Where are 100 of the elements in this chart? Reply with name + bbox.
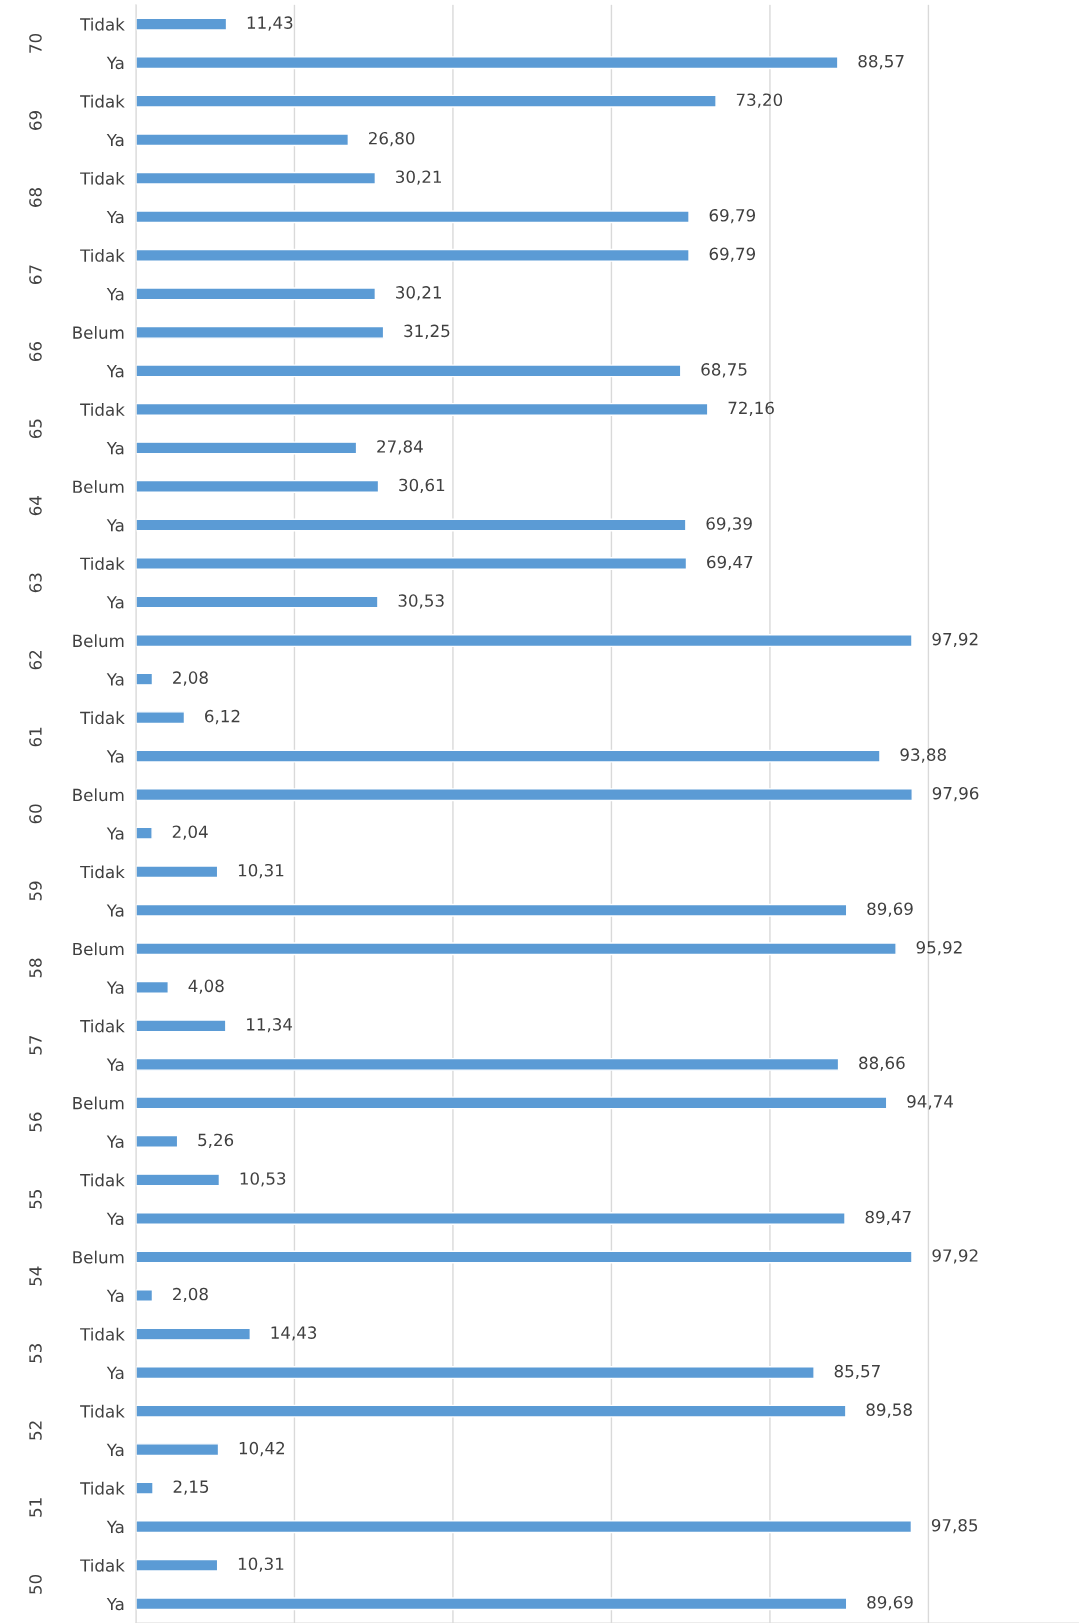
data-label: 72,16	[728, 401, 774, 416]
data-label: 97,92	[932, 632, 978, 648]
bar	[135, 749, 881, 763]
bar	[135, 788, 913, 802]
text: 69	[29, 111, 42, 130]
text: 68	[29, 188, 42, 207]
y-tick-label: Belum	[73, 942, 124, 956]
bar	[135, 364, 682, 378]
y-tick-label: Ya	[106, 1135, 124, 1148]
text: 50	[29, 1574, 42, 1594]
data-label: 69,39	[706, 517, 752, 532]
y-tick-label: Ya	[106, 519, 124, 532]
data-label: 97,96	[932, 786, 979, 802]
bar	[135, 518, 687, 532]
text: 70	[29, 33, 42, 53]
text: 56	[29, 1112, 42, 1132]
bar	[135, 980, 169, 994]
text: 51	[29, 1498, 42, 1517]
bar	[135, 1443, 220, 1457]
data-label: 85,57	[834, 1364, 880, 1380]
data-label: 30,21	[396, 170, 441, 185]
y-tick-label: Ya	[106, 981, 124, 994]
bar	[135, 1289, 154, 1302]
bar	[135, 441, 358, 455]
y-tick-label: Ya	[106, 750, 124, 763]
bar	[135, 942, 897, 956]
y-tick-label: Ya	[106, 1289, 124, 1303]
data-label: 88,66	[859, 1056, 905, 1071]
text: 54	[29, 1266, 42, 1286]
data-label: 2,08	[173, 1287, 208, 1303]
data-label: 2,08	[173, 671, 208, 686]
y-tick-label: Tidak	[80, 1404, 125, 1418]
y-tick-label: Tidak	[80, 1019, 125, 1033]
bar	[135, 1250, 913, 1264]
y-tick-label: Belum	[73, 480, 124, 494]
bar	[135, 865, 219, 879]
y-tick-label: Ya	[106, 1443, 124, 1457]
bar	[135, 903, 848, 917]
data-label: 11,34	[247, 1018, 293, 1033]
y-tick-label: Belum	[73, 1250, 124, 1264]
bar	[135, 672, 154, 686]
y-tick-label: Ya	[106, 596, 124, 609]
y-tick-label: Tidak	[80, 557, 125, 571]
data-label: 89,47	[865, 1210, 911, 1225]
data-label: 89,69	[867, 1595, 913, 1611]
data-label: 2,04	[172, 825, 208, 840]
text: 60	[29, 804, 42, 824]
bar	[135, 248, 690, 262]
y-tick-label: Ya	[106, 56, 124, 70]
y-tick-label: Tidak	[80, 403, 125, 416]
data-label: 69,79	[709, 209, 756, 224]
bar	[135, 210, 690, 224]
y-tick-label: Tidak	[80, 171, 125, 185]
y-tick-label: Ya	[106, 1597, 124, 1611]
y-tick-label: Ya	[106, 210, 124, 224]
bar	[135, 1211, 846, 1225]
y-tick-label: Ya	[106, 288, 124, 301]
bar	[135, 1481, 154, 1495]
bar	[135, 1096, 888, 1110]
bar	[135, 1327, 252, 1341]
text: 52	[29, 1421, 42, 1440]
data-label: 69,47	[707, 555, 753, 571]
bar	[135, 287, 377, 301]
data-label: 4,08	[188, 979, 224, 994]
data-label: 30,21	[396, 286, 441, 301]
data-label: 31,25	[404, 324, 450, 339]
y-tick-label: Ya	[106, 1058, 124, 1071]
y-tick-label: Ya	[106, 673, 124, 686]
bar	[135, 711, 186, 725]
bar	[135, 325, 385, 339]
bar	[135, 1404, 847, 1418]
y-tick-label: Tidak	[80, 94, 125, 108]
data-label: 2,15	[173, 1480, 209, 1495]
y-tick-label: Belum	[73, 326, 124, 339]
data-label: 88,57	[858, 54, 904, 70]
bar	[135, 595, 379, 609]
bar	[135, 1057, 840, 1071]
data-label: 30,61	[399, 478, 445, 493]
bar	[135, 1558, 219, 1572]
text: 57	[29, 1035, 42, 1055]
y-tick-label: Tidak	[80, 1481, 125, 1495]
data-label: 97,92	[932, 1249, 978, 1264]
data-label: 97,85	[931, 1518, 978, 1534]
text: 63	[29, 573, 42, 593]
y-tick-label: Belum	[73, 634, 124, 648]
y-tick-label: Ya	[106, 442, 124, 455]
bar	[135, 557, 688, 570]
data-label: 6,12	[205, 709, 240, 725]
data-label: 5,26	[198, 1133, 234, 1148]
data-label: 69,79	[709, 247, 756, 262]
text: 62	[29, 650, 42, 670]
y-tick-label: Belum	[73, 788, 124, 802]
data-label: 93,88	[900, 748, 946, 763]
text: 58	[29, 958, 42, 978]
y-tick-label: Tidak	[80, 1558, 125, 1572]
bar	[135, 1019, 227, 1033]
data-label: 27,84	[377, 440, 423, 455]
y-tick-label: Tidak	[80, 1327, 125, 1341]
bar	[135, 826, 153, 840]
text: 61	[29, 727, 42, 747]
